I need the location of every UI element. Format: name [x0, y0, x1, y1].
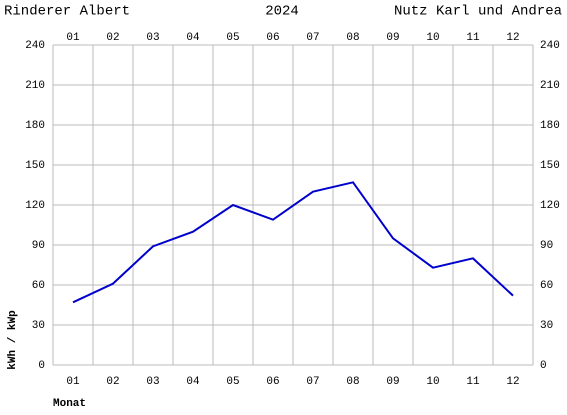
title-left: Rinderer Albert — [4, 4, 130, 20]
y-tick-label: 60 — [32, 280, 45, 292]
x-tick-label: 07 — [306, 376, 319, 388]
x-tick-label-top: 06 — [266, 32, 279, 44]
x-tick-label: 08 — [346, 376, 359, 388]
x-tick-label: 06 — [266, 376, 279, 388]
y-tick-label: 0 — [38, 360, 45, 372]
x-tick-label: 11 — [466, 376, 480, 388]
x-tick-label-top: 02 — [106, 32, 119, 44]
x-tick-label: 05 — [226, 376, 239, 388]
y-tick-label: 120 — [25, 200, 45, 212]
x-tick-label: 04 — [186, 376, 200, 388]
x-tick-label: 03 — [146, 376, 159, 388]
y-axis-label: kWh / kWp — [7, 310, 19, 370]
x-tick-label-top: 04 — [186, 32, 200, 44]
x-tick-label-top: 01 — [66, 32, 80, 44]
y-tick-label: 210 — [25, 80, 45, 92]
y-tick-label: 240 — [25, 40, 45, 52]
y2-tick-label: 30 — [540, 320, 553, 332]
chart-title: 2024 — [265, 4, 299, 20]
x-tick-label-top: 03 — [146, 32, 159, 44]
y-tick-label: 90 — [32, 240, 45, 252]
y-tick-label: 150 — [25, 160, 45, 172]
x-tick-label-top: 07 — [306, 32, 319, 44]
x-tick-label: 12 — [506, 376, 519, 388]
line — [72, 181, 514, 304]
x-tick-label: 10 — [426, 376, 439, 388]
x-tick-label-top: 09 — [386, 32, 399, 44]
y2-tick-label: 90 — [540, 240, 553, 252]
x-axis-label: Monat — [53, 398, 86, 410]
x-tick-label: 09 — [386, 376, 399, 388]
y-tick-label: 30 — [32, 320, 45, 332]
title-right: Nutz Karl und Andrea — [394, 4, 562, 20]
x-tick-label-top: 11 — [466, 32, 480, 44]
x-tick-label: 02 — [106, 376, 119, 388]
y2-tick-label: 240 — [540, 40, 560, 52]
y2-tick-label: 180 — [540, 120, 560, 132]
y2-tick-label: 150 — [540, 160, 560, 172]
x-tick-label-top: 08 — [346, 32, 359, 44]
y2-tick-label: 0 — [540, 360, 547, 372]
y2-tick-label: 120 — [540, 200, 560, 212]
y2-tick-label: 60 — [540, 280, 553, 292]
x-tick-label-top: 10 — [426, 32, 439, 44]
y-tick-label: 180 — [25, 120, 45, 132]
x-tick-label: 01 — [66, 376, 80, 388]
y2-tick-label: 210 — [540, 80, 560, 92]
x-tick-label-top: 05 — [226, 32, 239, 44]
x-tick-label-top: 12 — [506, 32, 519, 44]
